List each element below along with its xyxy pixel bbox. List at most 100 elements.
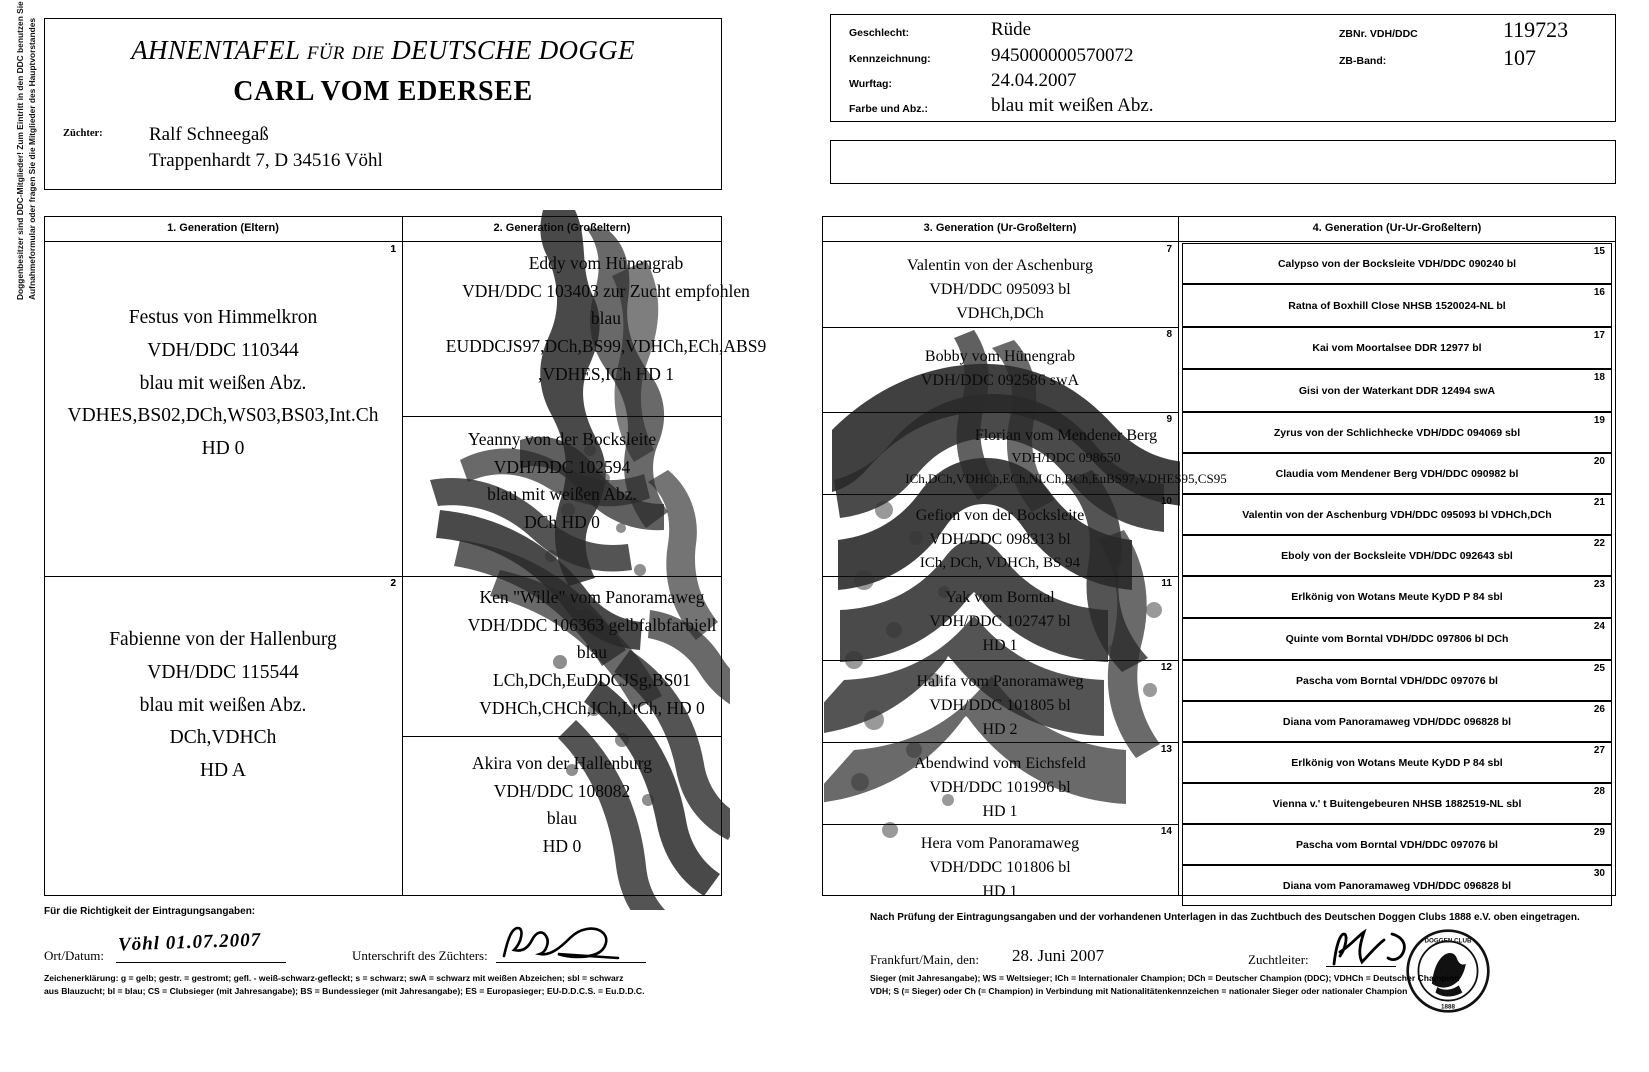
titles-line: DCh,VDHCh [169, 727, 277, 749]
dog-name-line: Ken "Wille" vom Panoramaweg [479, 587, 705, 607]
pedigree-cell-g3-6[interactable]: 12 Halifa vom Panoramaweg VDH/DDC 101805… [822, 660, 1178, 742]
pedigree-cell-g2-3[interactable]: Ken "Wille" vom Panoramaweg VDH/DDC 1063… [402, 576, 722, 736]
place-date-label: Ort/Datum: [44, 948, 104, 963]
title-box: AHNENTAFEL für die DEUTSCHE DOGGE CARL V… [44, 18, 722, 190]
titles-line: DCh HD 0 [524, 511, 600, 532]
birth-value: 24.04.2007 [991, 70, 1077, 91]
breeder-label: Züchter: [63, 128, 103, 139]
cell-body: Halifa vom Panoramaweg VDH/DDC 101805 bl… [822, 670, 1178, 742]
registry-place-label: Frankfurt/Main, den: [870, 952, 980, 967]
pedigree-right-table [822, 216, 1616, 896]
cell-body: Akira von der Hallenburg VDH/DDC 108082 … [402, 750, 722, 861]
color-line: blau mit weißen Abz. [139, 694, 307, 716]
pedigree-cell-g4-7[interactable]: 21 Valentin von der Aschenburg VDH/DDC 0… [1182, 494, 1612, 535]
color-value: blau mit weißen Abz. [991, 95, 1154, 116]
cell-body: Festus von Himmelkron VDH/DDC 110344 bla… [44, 302, 402, 466]
cell-body: Ratna of Boxhill Close NHSB 1520024-NL b… [1288, 299, 1506, 312]
pedigree-cell-g4-9[interactable]: 23 Erlkönig von Wotans Meute KyDD P 84 s… [1182, 576, 1612, 618]
pedigree-cell-g2-2[interactable]: Yeanny von der Bocksleite VDH/DDC 102594… [402, 416, 722, 576]
cell-index: 1 [390, 244, 396, 255]
row-divider-g3-1 [822, 327, 1178, 328]
pedigree-cell-g4-1[interactable]: 15 Calypso von der Bocksleite VDH/DDC 09… [1182, 243, 1612, 284]
cell-body: Erlkönig von Wotans Meute KyDD P 84 sbl [1291, 591, 1503, 603]
cell-body: Hera vom Panoramaweg VDH/DDC 101806 bl H… [822, 832, 1178, 904]
pedigree-cell-g4-4[interactable]: 18 Gisi von der Waterkant DDR 12494 swA [1182, 369, 1612, 412]
registration-line: VDH/DDC 092586 swA [920, 372, 1080, 389]
cell-index: 16 [1593, 287, 1605, 298]
pedigree-cell-g4-16[interactable]: 30 Diana vom Panoramaweg VDH/DDC 096828 … [1182, 865, 1612, 906]
cell-body: Eboly von der Bocksleite VDH/DDC 092643 … [1281, 549, 1513, 562]
legend-right-line-2: VDH; S (= Sieger) oder Ch (= Champion) i… [870, 985, 1408, 996]
legend-right-line-1: Sieger (mit Jahresangabe); WS = Weltsieg… [870, 973, 1460, 983]
column-divider-g3-g4 [1178, 216, 1179, 896]
pedigree-cell-g4-2[interactable]: 16 Ratna of Boxhill Close NHSB 1520024-N… [1182, 284, 1612, 327]
legend-left-line-2: aus Blauzucht; bl = blau; CS = Clubsiege… [44, 985, 645, 996]
pedigree-cell-g4-14[interactable]: 28 Vienna v.' t Buitengebeuren NHSB 1882… [1182, 783, 1612, 824]
breeder-signature [502, 926, 620, 960]
cell-body: Abendwind vom Eichsfeld VDH/DDC 101996 b… [822, 752, 1178, 824]
hd-line: HD 1 [982, 803, 1018, 820]
pedigree-cell-g4-8[interactable]: 22 Eboly von der Bocksleite VDH/DDC 0926… [1182, 535, 1612, 576]
dog-name-line: Bobby vom Hünengrab [924, 348, 1076, 365]
pedigree-cell-g4-15[interactable]: 29 Pascha vom Borntal VDH/DDC 097076 bl [1182, 824, 1612, 865]
hd-line: HD 0 [201, 438, 245, 459]
zbnr-value: 119723 [1503, 17, 1569, 42]
cell-body: Diana vom Panoramaweg VDH/DDC 096828 bl [1282, 715, 1512, 728]
cell-body: Bobby vom Hünengrab VDH/DDC 092586 swA [822, 345, 1178, 393]
registration-line: VDH/DDC 108082 [493, 780, 631, 801]
color-label: Farbe und Abz.: [849, 103, 928, 115]
column-divider-g1-g2 [402, 216, 403, 896]
row-divider-g1 [44, 576, 402, 577]
pedigree-cell-g3-7[interactable]: 13 Abendwind vom Eichsfeld VDH/DDC 10199… [822, 742, 1178, 824]
color-line: blau mit weißen Abz. [487, 484, 637, 505]
registration-line: VDH/DDC 106363 gelbfalbfarbiell [467, 614, 717, 635]
pedigree-cell-g3-8[interactable]: 14 Hera vom Panoramaweg VDH/DDC 101806 b… [822, 824, 1178, 900]
cell-body: Quinte vom Borntal VDH/DDC 097806 bl DCh [1285, 633, 1509, 645]
dog-name-line: Eddy vom Hünengrab [528, 253, 684, 273]
registration-line: VDH/DDC 098313 bl [929, 531, 1071, 548]
pedigree-cell-g2-4[interactable]: Akira von der Hallenburg VDH/DDC 108082 … [402, 736, 722, 896]
cell-body: Vienna v.' t Buitengebeuren NHSB 1882519… [1272, 797, 1522, 810]
titles-line: EUDDCJS97,DCh,BS99,VDHCh,ECh,ABS9 [445, 335, 767, 356]
dog-name-line: Fabienne von der Hallenburg [109, 629, 337, 650]
cell-index: 22 [1593, 538, 1605, 549]
titles-line: VDHES,BS02,DCh,WS03,BS03,Int.Ch [67, 405, 379, 427]
cell-index: 8 [1166, 329, 1172, 340]
cell-body: Gefion von der Bocksleite VDH/DDC 098313… [822, 504, 1178, 575]
hd-line: HD 1 [982, 637, 1018, 654]
pedigree-cell-g3-4[interactable]: 10 Gefion von der Bocksleite VDH/DDC 098… [822, 494, 1178, 576]
hd-line: ,VDHES,ICh HD 1 [537, 363, 675, 384]
pedigree-cell-g2-1[interactable]: Eddy vom Hünengrab VDH/DDC 103403 zur Zu… [402, 242, 766, 416]
sex-label: Geschlecht: [849, 27, 910, 39]
pedigree-cell-g3-3[interactable]: 9 Florian vom Mendener Berg VDH/DDC 0986… [822, 412, 1226, 494]
place-date-value: Vöhl 01.07.2007 [117, 929, 262, 956]
dog-name-line: Akira von der Hallenburg [472, 753, 652, 773]
pedigree-cell-g3-5[interactable]: 11 Yak vom Borntal VDH/DDC 102747 bl HD … [822, 576, 1178, 660]
cell-body: Kai vom Moortalsee DDR 12977 bl [1312, 342, 1482, 354]
chip-value: 945000000570072 [991, 45, 1134, 66]
birth-label: Wurftag: [849, 78, 892, 90]
pedigree-cell-g4-3[interactable]: 17 Kai vom Moortalsee DDR 12977 bl [1182, 327, 1612, 369]
pedigree-cell-g4-11[interactable]: 25 Pascha vom Borntal VDH/DDC 097076 bl [1182, 660, 1612, 701]
dog-name-line: Hera vom Panoramaweg [920, 835, 1080, 852]
pedigree-cell-dam[interactable]: 2 Fabienne von der Hallenburg VDH/DDC 11… [44, 576, 402, 896]
page-title: AHNENTAFEL für die DEUTSCHE DOGGE [131, 35, 635, 65]
index-2: 2 [390, 578, 396, 589]
dog-name: CARL VOM EDERSEE [233, 76, 533, 107]
legend-left-line-1: Zeichenerklärung: g = gelb; gestr. = ges… [44, 973, 624, 983]
pedigree-cell-g4-5[interactable]: 19 Zyrus von der Schlichhecke VDH/DDC 09… [1182, 412, 1612, 453]
cell-index: 14 [1160, 826, 1172, 837]
pedigree-cell-g3-1[interactable]: 7 Valentin von der Aschenburg VDH/DDC 09… [822, 242, 1178, 327]
pedigree-cell-g3-2[interactable]: 8 Bobby vom Hünengrab VDH/DDC 092586 swA [822, 327, 1178, 412]
pedigree-cell-g4-6[interactable]: 20 Claudia vom Mendener Berg VDH/DDC 090… [1182, 453, 1612, 494]
cell-index: 12 [1160, 662, 1172, 673]
registration-line: VDH/DDC 095093 bl [929, 281, 1071, 298]
pedigree-cell-g4-13[interactable]: 27 Erlkönig von Wotans Meute KyDD P 84 s… [1182, 742, 1612, 783]
pedigree-cell-g4-12[interactable]: 26 Diana vom Panoramaweg VDH/DDC 096828 … [1182, 701, 1612, 742]
pedigree-cell-g4-10[interactable]: 24 Quinte vom Borntal VDH/DDC 097806 bl … [1182, 618, 1612, 660]
breeder-signature-label: Unterschrift des Züchters: [352, 948, 488, 963]
dog-name-line: Valentin von der Aschenburg [907, 257, 1093, 274]
pedigree-cell-sire[interactable]: 1 Festus von Himmelkron VDH/DDC 110344 b… [44, 242, 402, 576]
zbband-value: 107 [1503, 45, 1536, 70]
hd-line: VDHCh,CHCh,ICh,LtCh, HD 0 [479, 697, 705, 718]
